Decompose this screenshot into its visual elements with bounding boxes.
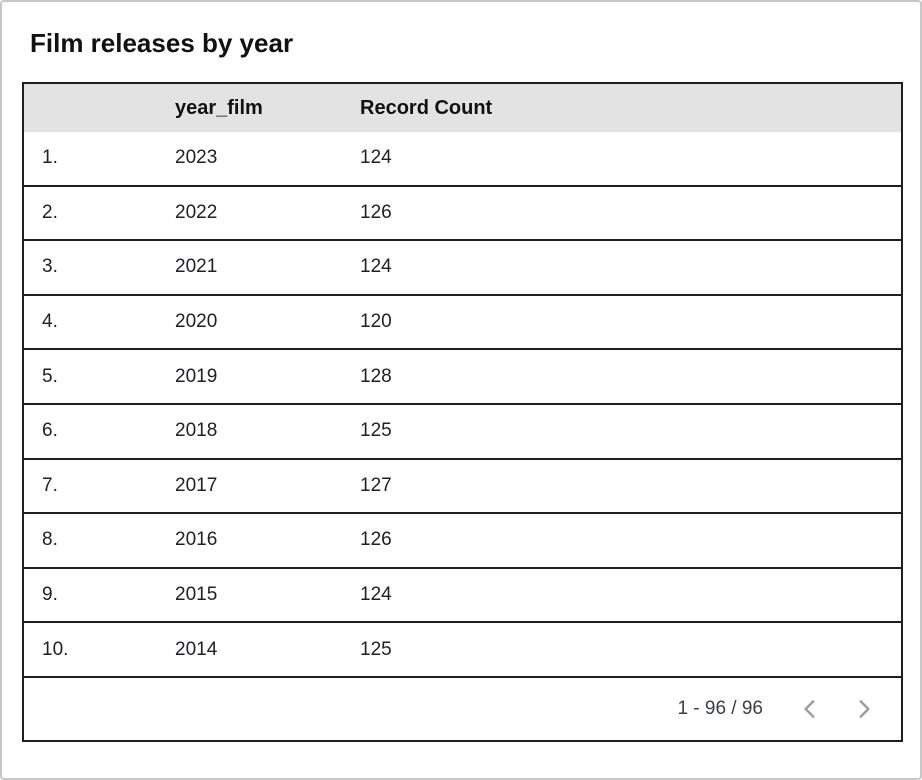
- table-header-row: year_film Record Count: [24, 84, 901, 132]
- pagination-range-label: 1 - 96 / 96: [677, 697, 763, 719]
- chevron-left-icon: [797, 696, 823, 722]
- table-row[interactable]: 5. 2019 128: [24, 348, 901, 403]
- table-row[interactable]: 2. 2022 126: [24, 184, 901, 240]
- cell-year-film: 2017: [175, 474, 218, 496]
- cell-record-count: 126: [360, 529, 392, 551]
- chart-title: Film releases by year: [30, 28, 294, 58]
- cell-year-film: 2015: [175, 584, 218, 606]
- row-number: 7.: [42, 474, 58, 496]
- cell-year-film: 2014: [175, 638, 218, 660]
- cell-record-count: 128: [360, 365, 392, 387]
- row-number: 6.: [42, 420, 58, 442]
- table-row[interactable]: 10. 2014 125: [24, 621, 901, 676]
- table-row[interactable]: 8. 2016 126: [24, 512, 901, 567]
- cell-record-count: 126: [360, 201, 392, 223]
- chevron-right-icon: [851, 696, 877, 722]
- cell-year-film: 2018: [175, 420, 218, 442]
- table-row[interactable]: 9. 2015 124: [24, 566, 901, 622]
- row-number: 4.: [42, 311, 58, 333]
- row-number: 1.: [42, 147, 58, 169]
- row-number: 2.: [42, 201, 58, 223]
- table-row[interactable]: 4. 2020 120: [24, 293, 901, 349]
- table-row[interactable]: 1. 2023 124: [24, 132, 901, 185]
- cell-record-count: 124: [360, 147, 392, 169]
- cell-year-film: 2016: [175, 529, 218, 551]
- table-row[interactable]: 7. 2017 127: [24, 457, 901, 513]
- header-cell-year-film[interactable]: year_film: [175, 96, 263, 119]
- table-row[interactable]: 6. 2018 125: [24, 402, 901, 458]
- row-number: 10.: [42, 638, 69, 660]
- cell-record-count: 125: [360, 420, 392, 442]
- previous-page-button[interactable]: [783, 685, 837, 733]
- cell-record-count: 124: [360, 256, 392, 278]
- row-number: 3.: [42, 256, 58, 278]
- cell-year-film: 2020: [175, 311, 218, 333]
- cell-year-film: 2019: [175, 365, 218, 387]
- cell-record-count: 124: [360, 584, 392, 606]
- row-number: 9.: [42, 584, 58, 606]
- cell-year-film: 2023: [175, 147, 218, 169]
- header-cell-record-count[interactable]: Record Count: [360, 96, 493, 119]
- row-number: 8.: [42, 529, 58, 551]
- cell-record-count: 127: [360, 474, 392, 496]
- cell-record-count: 125: [360, 638, 392, 660]
- table-row[interactable]: 3. 2021 124: [24, 239, 901, 294]
- cell-year-film: 2022: [175, 201, 218, 223]
- cell-record-count: 120: [360, 311, 392, 333]
- table-pagination-bar: 1 - 96 / 96: [24, 675, 901, 740]
- row-number: 5.: [42, 365, 58, 387]
- table-chart: year_film Record Count 1. 2023 124 2. 20…: [22, 82, 903, 742]
- next-page-button[interactable]: [837, 685, 891, 733]
- cell-year-film: 2021: [175, 256, 218, 278]
